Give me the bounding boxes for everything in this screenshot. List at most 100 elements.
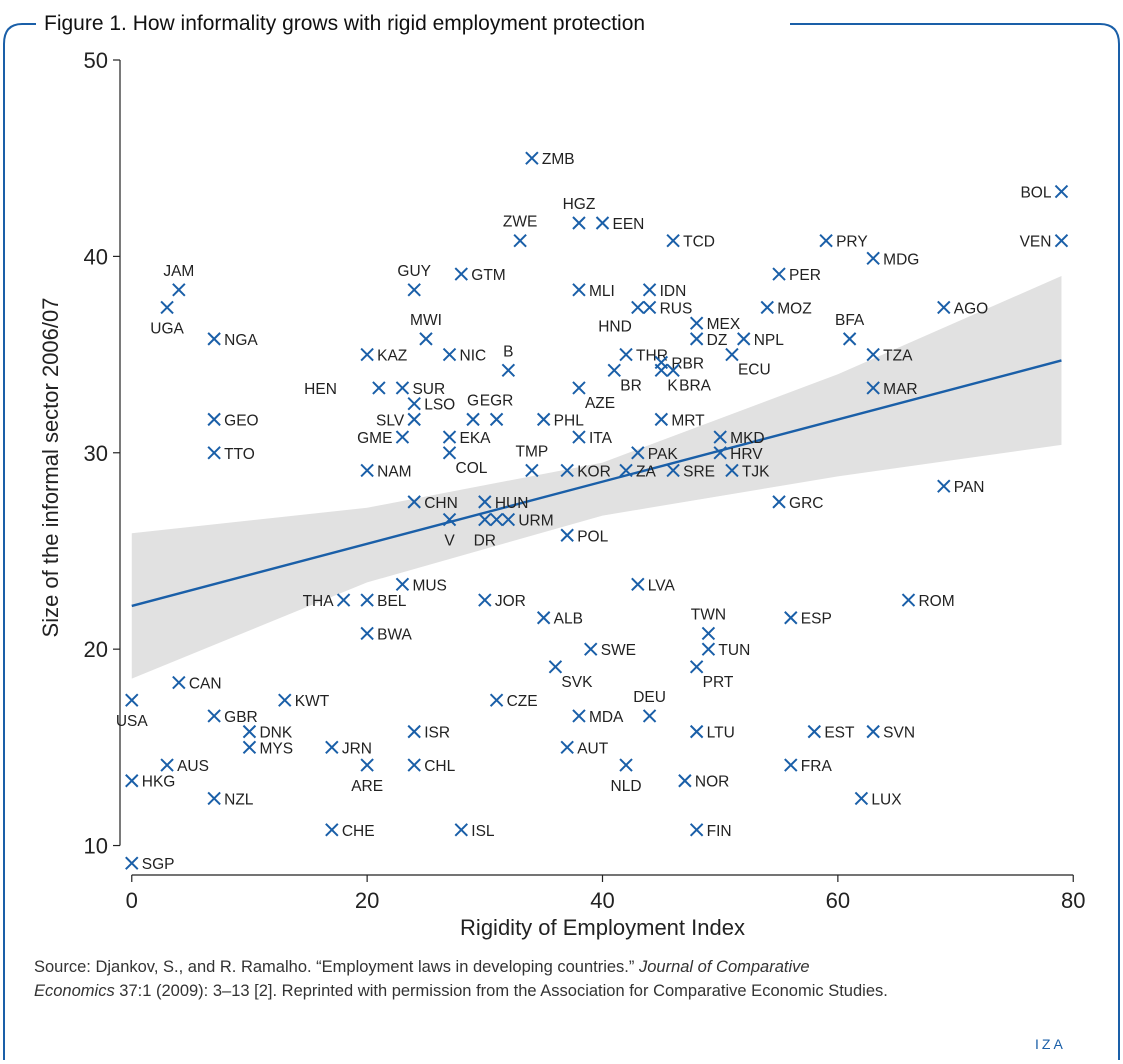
point-label: VEN xyxy=(1020,234,1052,251)
point-label: DEU xyxy=(633,689,666,706)
data-point xyxy=(572,709,586,723)
point-label: GUY xyxy=(397,263,431,280)
data-point xyxy=(360,463,374,478)
regression-line xyxy=(131,359,1062,608)
point-label: JAM xyxy=(163,263,194,280)
data-point xyxy=(760,300,774,315)
data-point xyxy=(325,740,339,755)
data-point xyxy=(842,332,857,346)
data-point xyxy=(772,267,786,281)
data-point xyxy=(619,758,633,772)
scatter-chart: 10 20 30 40 50 0 20 40 60 80 Rigidity of Employmen… xyxy=(38,48,1085,940)
point-label: AUS xyxy=(177,758,209,775)
data-point xyxy=(666,463,680,478)
data-point xyxy=(536,611,551,625)
point-label: JOR xyxy=(495,593,526,610)
point-label: ISR xyxy=(424,725,450,742)
point-label: BEL xyxy=(377,593,407,610)
point-label: IDN xyxy=(660,283,687,300)
point-label: JRN xyxy=(342,740,372,757)
data-point xyxy=(360,347,374,362)
data-point xyxy=(442,430,457,444)
point-label: LSO xyxy=(424,397,455,414)
point-label: SGP xyxy=(142,856,175,873)
point-label: BRA xyxy=(679,377,712,394)
data-point xyxy=(172,675,186,690)
data-point xyxy=(407,758,421,772)
data-point xyxy=(454,823,468,837)
point-label: TWN xyxy=(691,606,726,623)
data-point xyxy=(619,463,633,478)
data-point xyxy=(395,381,410,395)
point-label: MYS xyxy=(259,740,293,757)
data-point xyxy=(501,512,516,527)
x-tick-label: 60 xyxy=(826,888,850,913)
y-tick-label: 10 xyxy=(84,834,108,859)
point-label: ZWE xyxy=(503,214,537,231)
data-point xyxy=(689,823,704,837)
data-point xyxy=(125,856,139,870)
data-point xyxy=(866,251,880,266)
source-note: Source: Djankov, S., and R. Ramalho. “Em… xyxy=(34,955,1094,1003)
point-label: TTO xyxy=(224,446,255,463)
data-point xyxy=(360,593,374,607)
data-point xyxy=(678,774,692,788)
data-point xyxy=(619,347,633,362)
point-label: GRC xyxy=(789,495,823,512)
point-label: EST xyxy=(824,725,855,742)
point-label: DNK xyxy=(259,725,292,742)
data-point xyxy=(631,577,645,592)
data-point xyxy=(642,709,657,723)
y-tick-label: 30 xyxy=(84,441,108,466)
point-label: CHE xyxy=(342,823,375,840)
data-point xyxy=(478,512,492,527)
data-point xyxy=(784,758,798,772)
data-point xyxy=(689,332,704,346)
point-label: ITA xyxy=(589,430,613,447)
data-point xyxy=(901,593,916,607)
data-point xyxy=(407,396,421,411)
point-label: NZL xyxy=(224,791,254,808)
point-label: GEO xyxy=(224,412,258,429)
point-label: ARE xyxy=(351,778,383,795)
point-label: COL xyxy=(456,460,488,477)
point-label: RUS xyxy=(660,300,693,317)
data-point xyxy=(207,412,221,427)
source-suffix: 37:1 (2009): 3–13 [2]. Reprinted with pe… xyxy=(114,982,888,1000)
source-journal-part2: Economics xyxy=(34,982,115,1000)
point-label: NPL xyxy=(754,332,785,349)
data-point xyxy=(407,724,421,739)
point-label: USA xyxy=(116,713,149,730)
point-label: HUN xyxy=(495,495,529,512)
point-label: UGA xyxy=(150,320,184,337)
data-point xyxy=(278,693,292,707)
point-label: HKG xyxy=(142,774,176,791)
point-label: MAR xyxy=(883,381,917,398)
data-point xyxy=(207,332,221,346)
point-label: NLD xyxy=(611,778,642,795)
data-point xyxy=(525,151,539,165)
data-point xyxy=(325,823,339,837)
y-tick-label: 50 xyxy=(84,48,108,73)
data-point xyxy=(525,463,539,478)
data-point xyxy=(666,363,680,377)
data-point xyxy=(595,216,610,230)
data-point xyxy=(513,233,527,248)
data-point xyxy=(454,267,468,281)
point-label: RBR xyxy=(671,355,704,372)
data-point xyxy=(395,577,410,592)
data-point xyxy=(395,430,410,444)
point-label: K xyxy=(667,377,678,394)
point-label: SVN xyxy=(883,725,915,742)
point-label: TMP xyxy=(516,443,549,460)
y-tick-label: 20 xyxy=(84,637,108,662)
data-point xyxy=(407,412,421,427)
point-label: MOZ xyxy=(777,300,811,317)
data-point xyxy=(489,512,504,527)
point-label: ZMB xyxy=(542,151,575,168)
point-label: GTM xyxy=(471,267,505,284)
point-label: DR xyxy=(474,533,496,550)
data-point xyxy=(242,740,257,755)
data-point xyxy=(536,412,551,427)
confidence-band xyxy=(131,276,1062,679)
